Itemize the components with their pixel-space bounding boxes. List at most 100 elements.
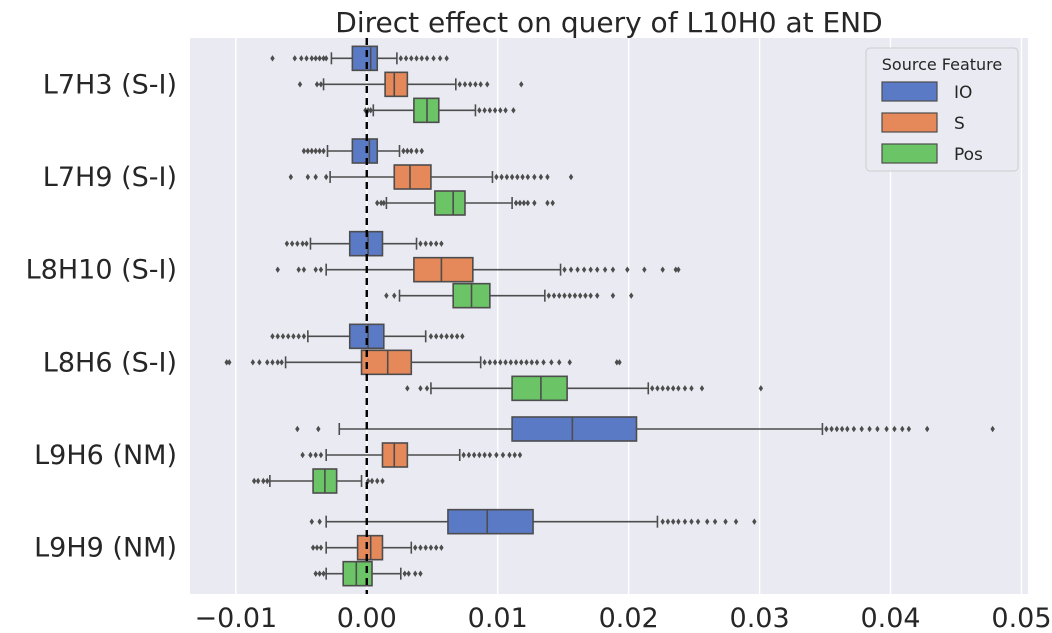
box-s bbox=[297, 71, 524, 98]
outlier-point bbox=[439, 240, 444, 247]
outlier-point bbox=[485, 81, 490, 88]
outlier-point bbox=[487, 451, 493, 459]
outlier-point bbox=[405, 147, 410, 155]
outlier-point bbox=[291, 333, 296, 340]
outlier-point bbox=[529, 359, 534, 366]
outlier-point bbox=[520, 173, 525, 181]
outlier-point bbox=[673, 266, 678, 273]
outlier-point bbox=[424, 385, 430, 392]
box-s bbox=[310, 534, 444, 561]
box-io bbox=[301, 138, 424, 164]
outlier-point bbox=[305, 173, 311, 181]
outlier-point bbox=[289, 240, 295, 247]
box-iqr bbox=[447, 508, 534, 535]
outlier-point bbox=[504, 173, 510, 181]
outlier-point bbox=[487, 107, 493, 114]
x-tick-label: 0.02 bbox=[599, 603, 659, 633]
outlier-point bbox=[521, 199, 527, 207]
outlier-point bbox=[595, 266, 600, 273]
outlier-point bbox=[602, 266, 608, 273]
outlier-point bbox=[473, 81, 478, 88]
outlier-point bbox=[323, 173, 329, 181]
outlier-point bbox=[492, 107, 498, 114]
outlier-point bbox=[301, 147, 307, 155]
outlier-point bbox=[660, 266, 665, 273]
outlier-point bbox=[384, 292, 389, 299]
x-tick-labels: −0.01 0.00 0.01 0.02 0.03 0.04 0.05 bbox=[194, 603, 1051, 633]
outlier-point bbox=[227, 359, 232, 366]
outlier-point bbox=[444, 55, 449, 62]
outlier-point bbox=[321, 55, 326, 62]
outlier-point bbox=[392, 292, 397, 299]
outlier-point bbox=[617, 359, 622, 366]
box-iqr bbox=[413, 256, 474, 283]
outlier-point bbox=[519, 81, 524, 88]
outlier-point bbox=[261, 477, 266, 485]
outlier-point bbox=[224, 359, 229, 366]
outlier-point bbox=[316, 425, 321, 433]
outlier-point bbox=[462, 81, 468, 88]
outlier-point bbox=[310, 544, 316, 551]
outlier-point bbox=[567, 292, 572, 299]
outlier-point bbox=[444, 333, 449, 340]
outlier-point bbox=[519, 359, 524, 366]
outlier-point bbox=[670, 518, 676, 525]
outlier-point bbox=[508, 359, 513, 366]
outlier-point bbox=[314, 81, 320, 88]
outlier-point bbox=[466, 451, 472, 459]
x-tick-label: 0.03 bbox=[730, 603, 790, 633]
x-tick-label: 0.01 bbox=[468, 603, 528, 633]
outlier-point bbox=[511, 107, 516, 114]
outlier-point bbox=[689, 518, 694, 525]
outlier-point bbox=[318, 81, 324, 88]
outlier-point bbox=[286, 333, 291, 340]
outlier-point bbox=[642, 266, 647, 273]
y-tick-label: L9H6 (NM) bbox=[34, 440, 177, 471]
outlier-point bbox=[428, 240, 434, 247]
outlier-point bbox=[454, 333, 460, 340]
outlier-point bbox=[423, 240, 428, 247]
outlier-point bbox=[532, 199, 537, 207]
outlier-point bbox=[845, 425, 850, 433]
outlier-point bbox=[468, 81, 473, 88]
outlier-point bbox=[313, 451, 318, 459]
outlier-point bbox=[433, 240, 439, 247]
x-tick-label: 0.00 bbox=[337, 603, 397, 633]
outlier-point bbox=[301, 333, 307, 340]
outlier-point bbox=[317, 55, 322, 62]
outlier-point bbox=[705, 518, 710, 525]
outlier-point bbox=[567, 359, 572, 366]
outlier-point bbox=[513, 199, 519, 207]
box-iqr bbox=[351, 138, 379, 164]
outlier-point bbox=[279, 359, 284, 366]
legend-label-io: IO bbox=[954, 83, 972, 103]
box-io bbox=[309, 508, 757, 535]
outlier-point bbox=[418, 544, 423, 551]
outlier-point bbox=[251, 477, 257, 485]
outlier-point bbox=[839, 425, 845, 433]
outlier-point bbox=[419, 55, 424, 62]
outlier-point bbox=[478, 81, 483, 88]
outlier-point bbox=[428, 544, 434, 551]
box-iqr bbox=[360, 349, 413, 376]
outlier-point bbox=[255, 477, 261, 485]
outlier-point bbox=[614, 359, 620, 366]
outlier-point bbox=[625, 266, 630, 273]
outlier-point bbox=[313, 266, 318, 273]
outlier-point bbox=[551, 292, 557, 299]
outlier-point bbox=[498, 359, 503, 366]
outlier-point bbox=[524, 359, 529, 366]
outlier-point bbox=[457, 81, 462, 88]
outlier-point bbox=[409, 55, 414, 62]
y-tick-label: L8H6 (S-I) bbox=[43, 347, 177, 378]
outlier-point bbox=[317, 147, 322, 155]
outlier-point bbox=[562, 266, 567, 273]
boxes-group bbox=[224, 45, 995, 587]
outlier-point bbox=[513, 359, 519, 366]
outlier-point bbox=[610, 266, 616, 273]
outlier-point bbox=[437, 55, 443, 62]
outlier-point bbox=[682, 385, 688, 392]
outlier-point bbox=[577, 292, 583, 299]
outlier-point bbox=[517, 451, 523, 459]
